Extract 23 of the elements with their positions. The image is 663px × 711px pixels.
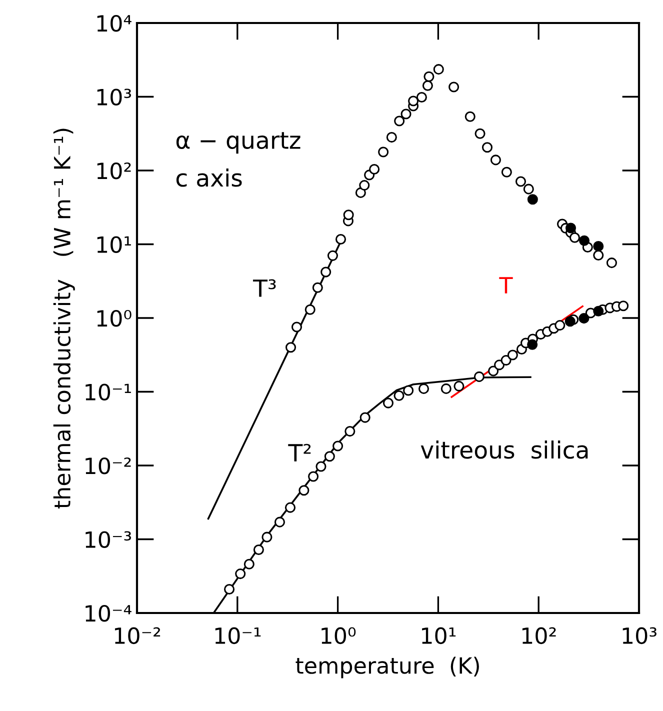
x-tick-label: 10⁻² (114, 627, 160, 644)
y-tick-label: 10⁻³ (86, 531, 132, 548)
y-tick-label: 10³ (97, 88, 132, 106)
y-tick-label: 10² (97, 162, 131, 180)
annotation: T³ (252, 279, 276, 297)
y-tick-label: 10⁻⁴ (86, 604, 132, 622)
y-tick-label: 10⁻² (86, 457, 131, 474)
x-tick-label: 10⁻¹ (215, 627, 261, 644)
y-tick-label: 10⁴ (97, 14, 132, 32)
x-tick-label: 10² (522, 627, 556, 644)
x-tick-label: 10³ (622, 627, 656, 644)
y-tick-label: 10⁻¹ (86, 384, 131, 401)
text: T (499, 277, 513, 294)
y-tick-label: 10¹ (97, 236, 131, 254)
annotation: α − quartz (176, 132, 300, 154)
x-tick-label: 10⁰ (322, 627, 356, 644)
annotation: vitreous silica (420, 440, 588, 459)
x-tick-label: 10¹ (422, 627, 456, 644)
y-axis-title: thermal conductivity (W m⁻¹ K⁻¹) (53, 128, 75, 509)
annotation: c axis (176, 168, 242, 187)
y-tick-label: 10⁰ (97, 310, 132, 327)
annotation: T² (288, 444, 311, 462)
x-axis-title: temperature (K) (296, 656, 479, 678)
